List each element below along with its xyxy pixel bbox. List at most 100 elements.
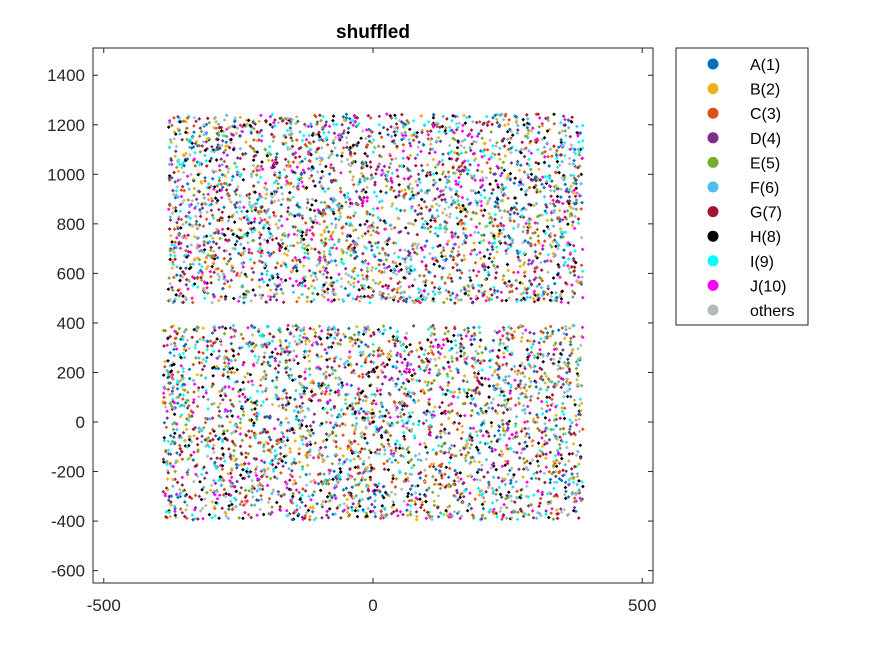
scatter-point [201,192,206,197]
scatter-point [224,249,229,253]
scatter-point [519,298,524,303]
scatter-point [220,227,225,232]
scatter-point [408,153,413,158]
scatter-point [360,234,365,238]
scatter-point [406,221,411,225]
scatter-point [539,285,544,290]
scatter-point [428,142,433,146]
scatter-point [457,175,461,180]
scatter-point [285,128,290,133]
scatter-point [569,265,574,269]
scatter-point [456,125,460,130]
scatter-point [499,190,504,194]
scatter-point [184,214,188,219]
scatter-point [283,246,288,251]
scatter-point [477,131,481,136]
scatter-point [506,242,510,247]
scatter-point [296,283,301,287]
scatter-point [169,157,173,161]
scatter-point [170,242,175,247]
scatter-point [366,225,370,230]
scatter-point [524,192,528,197]
scatter-point [235,200,239,205]
scatter-point [480,136,485,141]
scatter-point [168,253,173,257]
scatter-point [468,275,472,280]
scatter-point [187,187,191,191]
scatter-point [264,272,269,277]
scatter-point [172,275,176,280]
scatter-point [339,259,344,264]
scatter-point [428,218,433,223]
scatter-point [545,218,550,223]
scatter-point [181,153,186,157]
scatter-point [403,248,407,252]
scatter-point [334,246,339,251]
scatter-point [369,233,373,237]
scatter-point [479,208,484,213]
scatter-point [459,163,464,168]
scatter-point [474,120,479,125]
scatter-point [488,252,493,256]
scatter-point [315,220,319,225]
scatter-point [286,160,291,164]
scatter-point [464,150,468,155]
scatter-point [477,289,481,293]
scatter-point [397,193,401,198]
scatter-point [285,145,290,150]
scatter-point [253,228,257,232]
scatter-point [319,176,323,180]
scatter-point [175,185,179,189]
scatter-point [285,244,289,249]
scatter-point [506,268,511,273]
scatter-point [555,148,559,153]
scatter-point [279,185,284,190]
scatter-point [224,140,229,145]
scatter-point [298,130,302,134]
scatter-point [217,277,221,282]
scatter-point [346,280,351,284]
scatter-point [559,235,563,239]
scatter-point [293,155,298,160]
scatter-point [252,217,257,221]
scatter-point [508,212,513,217]
scatter-point [455,268,460,273]
scatter-point [345,145,349,150]
scatter-point [532,269,537,274]
scatter-point [185,174,190,179]
scatter-point [426,226,430,231]
scatter-point [238,274,242,278]
scatter-point [296,228,300,233]
scatter-point [577,150,582,155]
scatter-point [343,286,348,291]
scatter-point [221,150,226,155]
scatter-point [216,298,221,303]
scatter-point [444,200,448,205]
scatter-point [365,199,369,203]
scatter-point [446,239,451,243]
scatter-point [259,233,263,237]
scatter-point [268,235,272,240]
scatter-point [371,289,376,294]
scatter-point [538,260,543,265]
scatter-point [437,264,442,269]
scatter-point [447,174,451,179]
scatter-point [272,173,277,177]
scatter-point [245,209,250,214]
scatter-point [511,270,516,275]
scatter-point [455,157,460,161]
scatter-point [567,162,572,166]
scatter-point [294,138,299,142]
scatter-point [533,250,538,254]
scatter-point [279,287,283,292]
scatter-point [500,171,504,176]
scatter-point [337,217,341,222]
scatter-point [325,225,329,230]
scatter-point [238,156,243,161]
scatter-point [294,121,298,126]
scatter-point [322,219,327,224]
scatter-point [371,213,375,218]
scatter-point [455,145,460,150]
scatter-point [391,270,396,275]
